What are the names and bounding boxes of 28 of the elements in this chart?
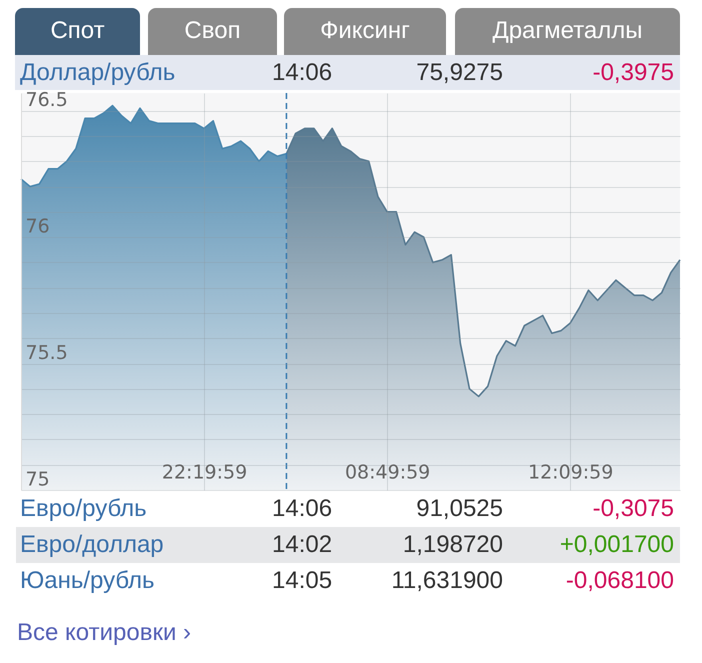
text: 11,631900 <box>391 567 503 594</box>
text: Все котировки › <box>17 619 192 646</box>
y-tick-label: 75 <box>26 468 50 490</box>
text: 75,9275 <box>416 59 503 86</box>
text: 14:06 <box>272 59 332 86</box>
text: 14:02 <box>272 531 332 558</box>
y-tick-label: 76.5 <box>26 89 68 112</box>
x-tick-label: 12:09:59 <box>528 462 614 484</box>
text: Спот <box>50 17 105 44</box>
text: Евро/рубль <box>20 495 147 522</box>
text: 14:05 <box>272 567 332 594</box>
text: 91,0525 <box>416 495 503 522</box>
chart-title: Доллар/рубль <box>20 59 176 86</box>
text: 14:06 <box>272 495 332 522</box>
text: Евро/доллар <box>20 531 164 558</box>
text: -0,3075 <box>592 495 674 522</box>
text: +0,001700 <box>560 531 674 558</box>
x-tick-label: 08:49:59 <box>344 462 430 484</box>
text: Фиксинг <box>320 17 410 44</box>
text: Юань/рубль <box>20 567 155 594</box>
text: Своп <box>184 17 241 44</box>
y-tick-label: 75.5 <box>26 342 68 364</box>
text: -0,068100 <box>566 567 674 594</box>
x-tick-label: 22:19:59 <box>162 462 248 484</box>
text: -0,3975 <box>592 59 674 86</box>
text: Драгметаллы <box>492 17 643 44</box>
y-tick-label: 76 <box>26 216 50 238</box>
text: 1,198720 <box>402 531 503 558</box>
